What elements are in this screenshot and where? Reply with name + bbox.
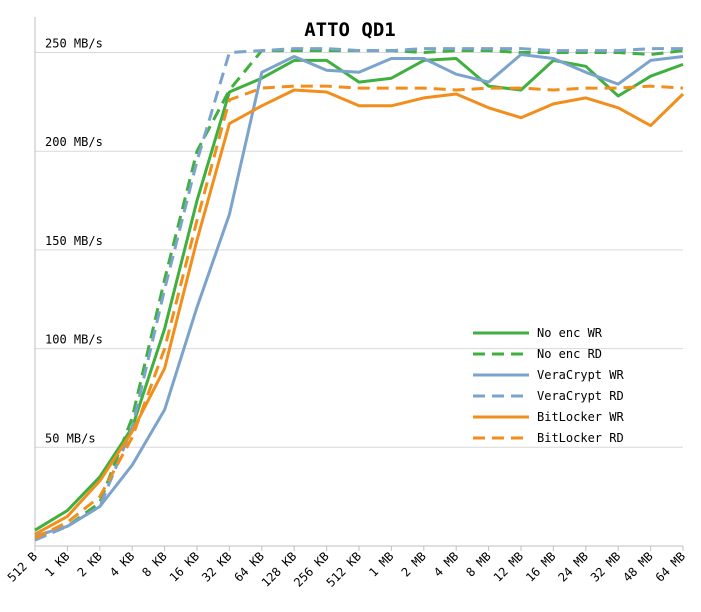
series-line-veracrypt-rd <box>34 47 683 542</box>
series-line-bitlocker-rd <box>34 84 684 540</box>
series-lines <box>34 47 685 542</box>
legend-label: VeraCrypt RD <box>537 389 624 403</box>
y-tick-label: 200 MB/s <box>45 135 103 149</box>
y-tick-label: 100 MB/s <box>45 333 103 347</box>
gridlines <box>35 52 683 448</box>
y-tick-label: 150 MB/s <box>45 234 103 248</box>
series-line-no-enc-wr <box>34 57 684 532</box>
legend-label: No enc WR <box>537 326 603 340</box>
y-axis-ticks: 50 MB/s 100 MB/s 150 MB/s 200 MB/s 250 MB/s <box>45 37 103 446</box>
y-tick-label: 250 MB/s <box>45 37 103 51</box>
legend-label: No enc RD <box>537 347 602 361</box>
legend: No enc WR No enc RD VeraCrypt WR VeraCrypt … <box>473 326 624 445</box>
legend-label: VeraCrypt WR <box>537 368 624 382</box>
legend-label: BitLocker RD <box>537 431 624 445</box>
y-tick-label: 50 MB/s <box>45 431 96 445</box>
legend-label: BitLocker WR <box>537 410 624 424</box>
chart-title: ATTO QD1 <box>304 19 396 41</box>
series-line-veracrypt-wr <box>34 53 684 538</box>
